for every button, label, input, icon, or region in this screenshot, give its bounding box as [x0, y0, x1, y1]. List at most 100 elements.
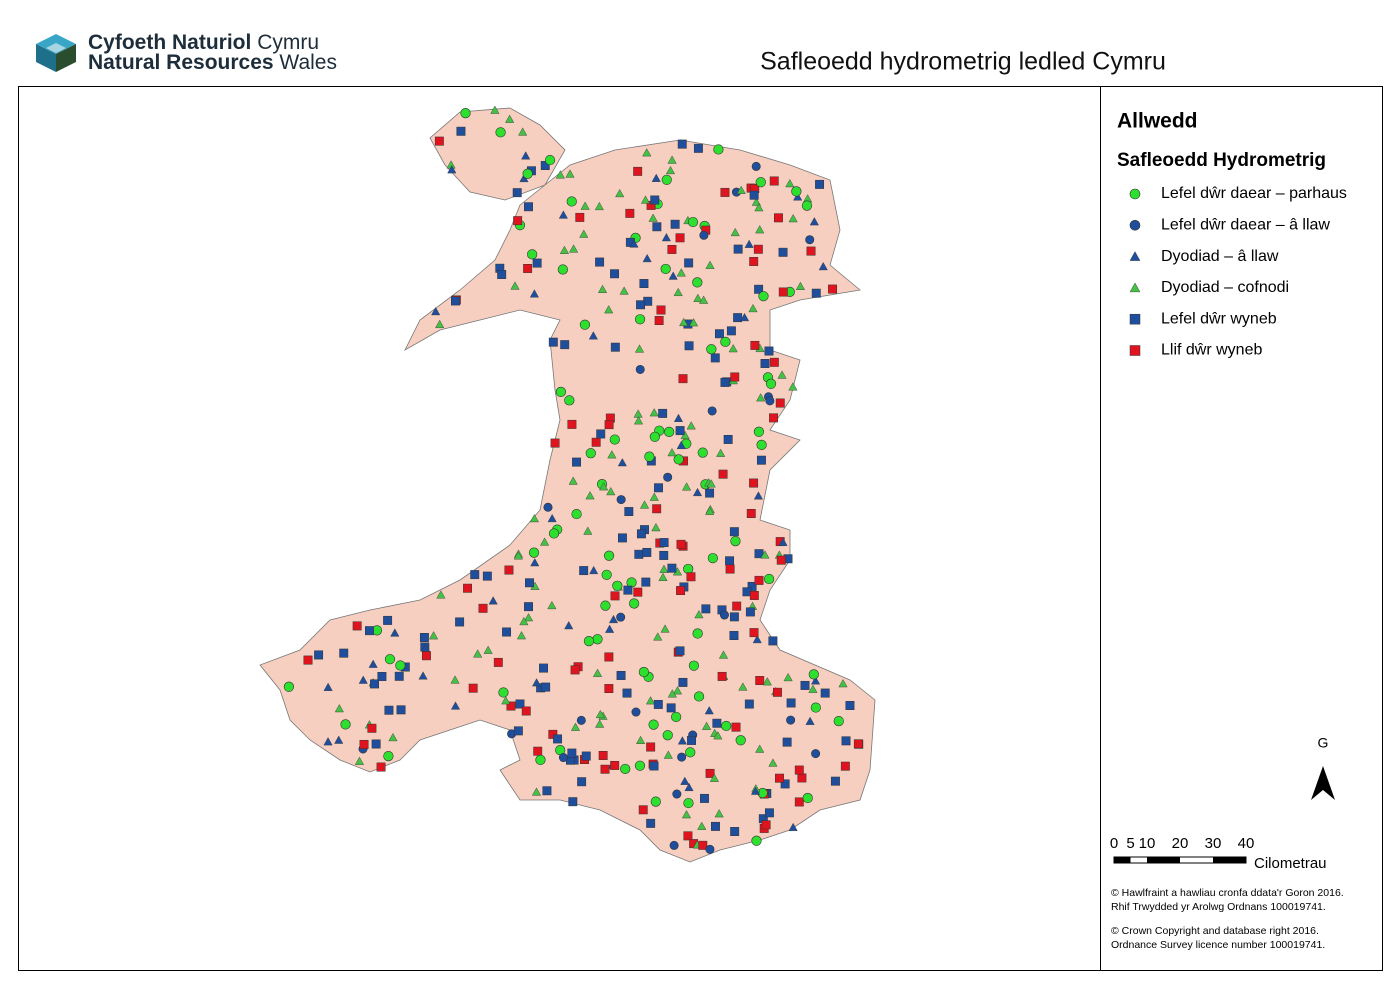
scale-label: 0 — [1110, 835, 1118, 852]
marker — [339, 648, 349, 658]
marker — [283, 681, 295, 692]
marker — [728, 344, 738, 353]
marker — [592, 634, 603, 645]
scale-bar: 0 5 10 20 30 40 Cilometrau — [1110, 835, 1327, 872]
marker — [570, 665, 580, 675]
marker — [711, 821, 720, 831]
marker — [677, 736, 687, 745]
marker — [547, 513, 557, 523]
marker — [762, 677, 772, 686]
marker — [558, 753, 568, 763]
marker — [598, 284, 608, 293]
marker — [751, 197, 761, 206]
marker — [751, 161, 761, 171]
scale-label: 40 — [1238, 835, 1255, 852]
marker — [838, 679, 848, 688]
marker — [769, 357, 779, 367]
marker — [497, 270, 507, 279]
marker — [394, 671, 404, 681]
marker — [788, 382, 798, 391]
marker — [634, 344, 645, 353]
marker — [732, 601, 742, 611]
marker — [775, 398, 785, 408]
marker — [658, 572, 668, 581]
marker — [802, 792, 813, 804]
marker — [638, 805, 648, 815]
marker — [701, 604, 711, 614]
marker — [676, 268, 686, 277]
marker — [483, 645, 493, 654]
marker — [684, 341, 694, 351]
marker — [501, 696, 511, 705]
marker — [788, 822, 798, 831]
marker — [749, 190, 759, 200]
marker — [640, 500, 650, 509]
marker — [818, 261, 828, 271]
marker — [841, 736, 851, 746]
marker — [532, 678, 542, 687]
marker — [384, 654, 396, 665]
marker — [610, 342, 620, 352]
marker — [649, 492, 659, 501]
marker — [577, 777, 587, 787]
marker — [553, 734, 563, 744]
marker — [646, 818, 656, 828]
marker — [666, 703, 676, 713]
marker — [604, 684, 614, 694]
marker — [651, 173, 661, 182]
legend-label: Lefel dŵr wyneb — [1161, 310, 1277, 327]
marker — [641, 577, 651, 587]
marker — [564, 621, 574, 630]
marker — [780, 779, 790, 789]
marker — [677, 752, 687, 762]
marker — [682, 482, 692, 491]
marker — [809, 217, 819, 226]
marker — [687, 735, 697, 745]
marker — [794, 797, 804, 807]
marker — [725, 564, 735, 574]
marker — [1129, 220, 1141, 231]
marker — [786, 698, 796, 708]
marker — [576, 715, 586, 725]
marker — [633, 416, 644, 425]
marker — [579, 229, 589, 238]
marker — [468, 683, 478, 693]
marker — [692, 277, 703, 288]
marker — [595, 719, 605, 728]
marker — [707, 553, 718, 564]
marker — [550, 438, 560, 448]
legend-title: Allwedd — [1117, 110, 1198, 133]
marker — [687, 216, 699, 228]
marker — [548, 528, 560, 539]
marker — [583, 526, 593, 535]
marker — [676, 539, 686, 549]
marker — [754, 575, 764, 585]
marker — [606, 486, 616, 496]
marker — [707, 406, 717, 416]
marker — [673, 287, 683, 297]
marker — [365, 626, 374, 636]
marker — [384, 705, 394, 715]
marker — [435, 319, 445, 328]
marker — [733, 313, 743, 323]
marker — [652, 504, 662, 514]
marker — [623, 585, 633, 595]
marker — [429, 631, 439, 640]
marker — [750, 340, 760, 350]
marker — [746, 509, 756, 518]
marker — [684, 258, 694, 268]
marker — [675, 646, 685, 656]
marker — [649, 431, 660, 442]
marker — [455, 617, 465, 627]
scale-seg — [1114, 857, 1131, 863]
marker — [683, 831, 693, 841]
marker — [793, 192, 803, 201]
marker — [692, 487, 703, 497]
copyright: Ordnance Survey licence number 100019741… — [1111, 939, 1325, 951]
marker — [607, 450, 617, 459]
marker — [729, 527, 739, 537]
marker — [776, 555, 786, 565]
marker — [323, 682, 333, 691]
marker — [757, 787, 768, 799]
marker — [673, 413, 684, 422]
